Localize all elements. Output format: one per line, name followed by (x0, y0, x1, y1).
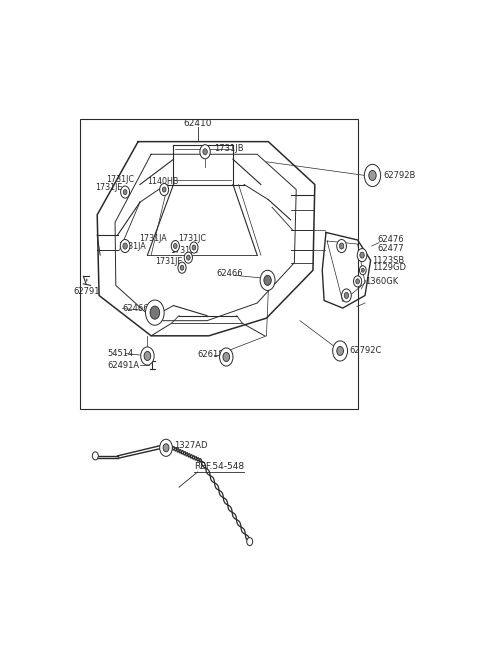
Circle shape (190, 242, 198, 253)
Circle shape (160, 440, 172, 457)
Circle shape (223, 352, 229, 362)
Text: 62792B: 62792B (383, 171, 415, 180)
Text: 1731JC: 1731JC (107, 175, 134, 184)
Circle shape (357, 248, 367, 262)
Text: 1731JA: 1731JA (118, 242, 145, 251)
Circle shape (184, 252, 192, 263)
Text: 62466A: 62466A (122, 304, 155, 313)
Text: 54514: 54514 (108, 349, 134, 358)
Bar (81, 119, 358, 409)
Circle shape (356, 279, 360, 284)
Text: 1731JC: 1731JC (178, 234, 206, 244)
Text: 62792C: 62792C (349, 346, 382, 356)
Circle shape (353, 276, 362, 287)
Circle shape (120, 240, 130, 253)
Text: 1327AD: 1327AD (175, 441, 208, 450)
Text: 62476: 62476 (377, 236, 404, 244)
Text: 62618: 62618 (198, 350, 224, 360)
Circle shape (162, 187, 166, 192)
Circle shape (160, 183, 168, 196)
Circle shape (360, 266, 366, 275)
Circle shape (150, 306, 160, 319)
Circle shape (344, 292, 348, 299)
Circle shape (219, 348, 233, 366)
Text: 1731JC: 1731JC (170, 246, 198, 255)
Circle shape (247, 538, 252, 546)
Text: 62477: 62477 (377, 244, 404, 253)
Circle shape (92, 452, 98, 460)
Text: 1140HB: 1140HB (147, 177, 179, 186)
Text: 1129GD: 1129GD (372, 263, 407, 272)
Circle shape (123, 189, 127, 195)
Text: 1123SB: 1123SB (372, 255, 405, 265)
Circle shape (180, 265, 184, 271)
Circle shape (173, 244, 177, 248)
Text: 1360GK: 1360GK (365, 277, 398, 286)
Circle shape (360, 252, 364, 258)
Text: 1731JE: 1731JE (96, 183, 123, 192)
Circle shape (369, 170, 376, 181)
Circle shape (145, 300, 164, 326)
Circle shape (364, 164, 381, 187)
Circle shape (120, 186, 130, 198)
Circle shape (339, 243, 344, 249)
Circle shape (171, 240, 180, 252)
Circle shape (186, 255, 190, 260)
Text: 1731JE: 1731JE (155, 257, 182, 266)
Text: 62410: 62410 (183, 119, 212, 128)
Circle shape (141, 347, 154, 365)
Text: 62466: 62466 (216, 269, 243, 278)
Circle shape (163, 443, 169, 452)
Text: REF.54-548: REF.54-548 (194, 462, 244, 472)
Circle shape (337, 346, 344, 356)
Circle shape (203, 149, 207, 155)
Circle shape (342, 289, 351, 302)
Circle shape (178, 262, 186, 273)
Circle shape (260, 271, 275, 290)
Circle shape (264, 275, 271, 286)
Text: 62791: 62791 (73, 287, 99, 296)
Circle shape (123, 243, 127, 249)
Circle shape (200, 145, 210, 159)
Text: 1731JA: 1731JA (139, 234, 167, 244)
Circle shape (337, 240, 347, 253)
Circle shape (333, 341, 348, 361)
Circle shape (361, 269, 364, 272)
Text: 62491A: 62491A (108, 360, 140, 369)
Text: 1731JB: 1731JB (215, 143, 244, 153)
Circle shape (192, 245, 196, 250)
Circle shape (144, 352, 151, 360)
